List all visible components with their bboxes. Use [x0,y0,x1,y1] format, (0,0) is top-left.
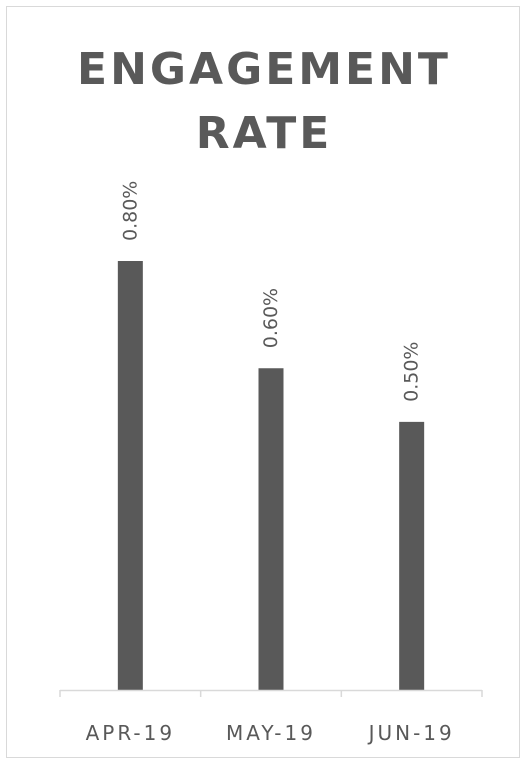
value-labels-group: 0.80% 0.60% 0.50% [119,181,422,402]
bar-jun-19 [399,421,425,690]
chart-title: ENGAGEMENT RATE [0,38,528,166]
x-axis [59,689,483,697]
bars-group [117,261,425,690]
x-tick-label-jun-19: JUN-19 [367,721,455,745]
bar-apr-19 [117,261,143,690]
x-tick-label-apr-19: APR-19 [86,721,176,745]
chart-title-line-2: RATE [195,108,333,159]
x-tick-labels-group: APR-19 MAY-19 JUN-19 [86,721,455,745]
value-label-may-19: 0.60% [260,288,282,348]
x-tick-label-may-19: MAY-19 [226,721,316,745]
chart-title-line-1: ENGAGEMENT [77,44,451,95]
bar-may-19 [258,368,284,690]
value-label-jun-19: 0.50% [401,342,423,402]
value-label-apr-19: 0.80% [119,181,141,241]
